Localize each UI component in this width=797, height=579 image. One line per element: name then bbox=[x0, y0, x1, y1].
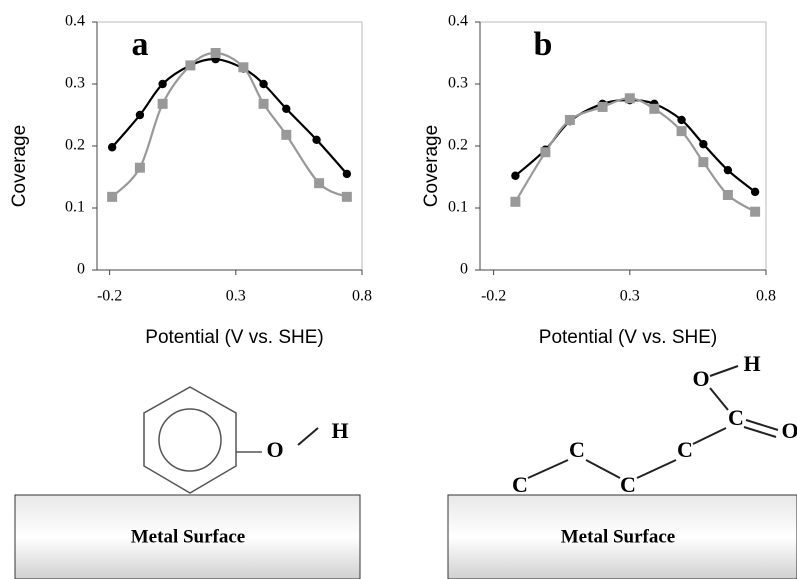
data-point bbox=[259, 79, 268, 89]
series-line bbox=[514, 97, 756, 213]
data-point bbox=[185, 60, 196, 71]
metal-surface bbox=[14, 494, 361, 579]
data-point bbox=[341, 191, 352, 202]
data-point bbox=[134, 162, 145, 173]
data-point bbox=[511, 171, 520, 180]
data-point bbox=[722, 189, 733, 200]
y-tick-label: 0.3 bbox=[448, 75, 468, 92]
data-point bbox=[158, 79, 167, 89]
data-point bbox=[649, 103, 660, 114]
series-line bbox=[111, 51, 348, 198]
y-tick-label: 0.4 bbox=[448, 13, 468, 30]
x-tick-label: 0.3 bbox=[620, 288, 640, 305]
data-point bbox=[312, 135, 321, 144]
data-point bbox=[238, 62, 249, 73]
data-point bbox=[258, 98, 269, 109]
data-point bbox=[157, 98, 168, 109]
atom-label: H bbox=[743, 351, 760, 376]
data-point bbox=[723, 165, 733, 175]
y-tick-label: 0.1 bbox=[448, 199, 468, 216]
data-point bbox=[750, 187, 760, 197]
atom-label: H bbox=[331, 418, 348, 443]
metal-surface bbox=[447, 494, 797, 579]
data-point bbox=[699, 139, 708, 149]
x-axis-title: Potential (V vs. SHE) bbox=[539, 327, 717, 348]
data-point bbox=[342, 169, 352, 179]
data-point bbox=[210, 48, 221, 58]
surface-label: Metal Surface bbox=[561, 526, 675, 547]
x-axis-title: Potential (V vs. SHE) bbox=[145, 327, 323, 348]
y-tick-label: 0 bbox=[77, 261, 85, 278]
x-tick-label: 0.3 bbox=[226, 288, 246, 305]
bonds bbox=[527, 365, 779, 479]
data-point bbox=[314, 178, 325, 189]
data-point bbox=[676, 126, 687, 137]
atom-label: C bbox=[677, 437, 693, 462]
x-tick-label: 0.8 bbox=[352, 288, 372, 305]
data-point bbox=[107, 191, 118, 202]
panel-letter: b bbox=[534, 26, 553, 63]
atom-label: C bbox=[620, 472, 636, 497]
x-tick-label: -0.2 bbox=[481, 288, 506, 305]
y-tick-label: 0.2 bbox=[448, 137, 468, 154]
data-point bbox=[677, 115, 686, 125]
atom-label: C bbox=[569, 437, 585, 462]
bond bbox=[297, 427, 319, 446]
data-point bbox=[750, 206, 761, 217]
data-point bbox=[624, 93, 635, 104]
y-tick-label: 0.3 bbox=[65, 75, 85, 92]
series-line bbox=[514, 99, 756, 193]
phenol-diagram: Metal Surface O H bbox=[14, 386, 361, 579]
atom-label: C bbox=[512, 472, 528, 497]
atom-label: O bbox=[692, 366, 709, 391]
data-point bbox=[698, 157, 709, 168]
data-point bbox=[564, 114, 575, 125]
y-tick-label: 0.4 bbox=[65, 13, 85, 30]
x-tick-label: 0.8 bbox=[756, 288, 776, 305]
data-point bbox=[281, 129, 292, 140]
surface-label: Metal Surface bbox=[131, 526, 245, 547]
data-point bbox=[107, 143, 117, 152]
atom-label: C bbox=[728, 405, 744, 430]
atom-label: O bbox=[266, 437, 283, 462]
data-point bbox=[540, 147, 551, 158]
panel-letter: a bbox=[132, 26, 149, 63]
acid-diagram: Metal Surface C C C C C O H O bbox=[447, 351, 797, 579]
plot-area bbox=[479, 21, 767, 271]
data-point bbox=[510, 196, 521, 207]
data-point bbox=[282, 104, 291, 114]
series-line bbox=[111, 58, 348, 175]
atom-label: O bbox=[781, 418, 797, 443]
data-point bbox=[135, 110, 145, 120]
y-tick-label: 0.1 bbox=[65, 199, 85, 216]
y-tick-label: 0 bbox=[460, 261, 468, 278]
x-tick-label: -0.2 bbox=[97, 288, 122, 305]
y-tick-label: 0.2 bbox=[65, 137, 85, 154]
y-axis-title: Coverage bbox=[9, 125, 30, 207]
benzene-ring bbox=[143, 386, 237, 494]
data-point bbox=[597, 101, 608, 112]
y-axis-title: Coverage bbox=[421, 125, 442, 207]
aromatic-circle bbox=[158, 408, 222, 472]
